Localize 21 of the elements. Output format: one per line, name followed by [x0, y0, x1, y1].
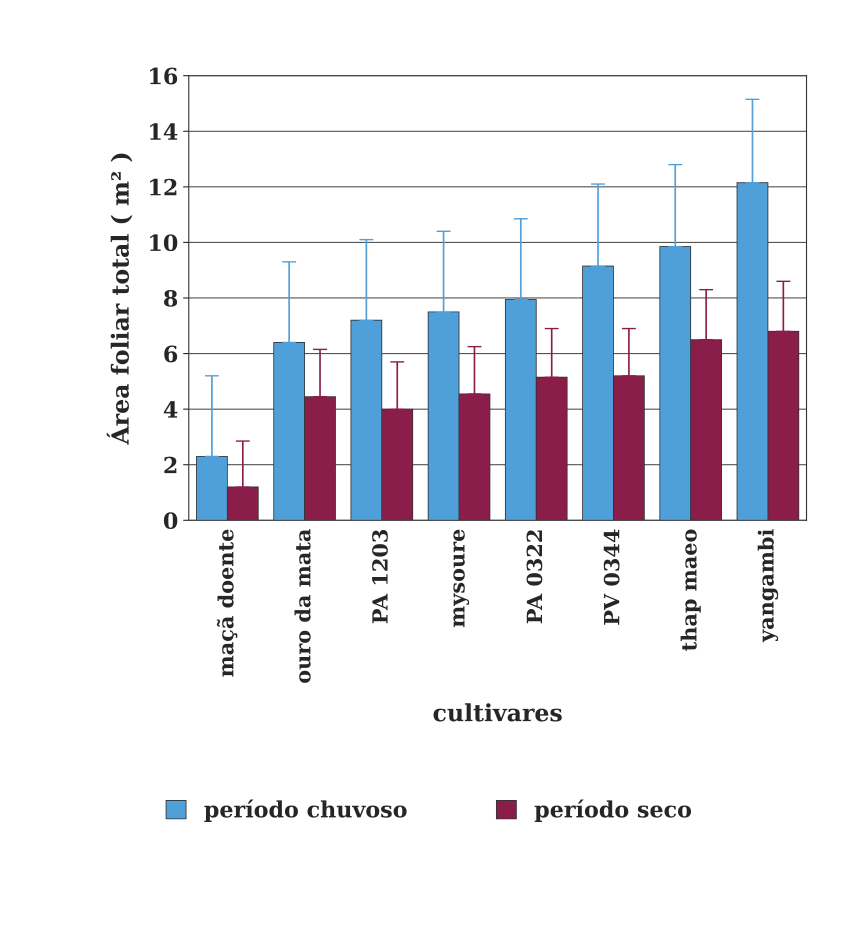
x-tick-label: PV 0344 — [604, 529, 620, 625]
y-tick-label: 14 — [150, 123, 178, 140]
y-tick-label: 12 — [150, 178, 176, 196]
y-tick-label: 0 — [164, 512, 178, 530]
x-tick-label: thap maeo — [680, 529, 701, 651]
y-tick-label: 6 — [164, 346, 178, 362]
legend-label: período chuvoso — [204, 800, 407, 822]
y-tick-label: 2 — [164, 456, 176, 474]
legend-label: período seco — [534, 800, 692, 822]
x-tick-label: PA 0322 — [526, 530, 542, 624]
y-axis-title: Área foliar total ( m² ) — [106, 154, 132, 445]
x-axis-title: cultivares — [434, 703, 562, 722]
x-tick-label: mysoure — [453, 530, 470, 628]
x-tick-label: ouro da mata — [294, 529, 311, 683]
y-tick-label: 4 — [164, 401, 178, 418]
x-tick-label: PA 1203 — [372, 530, 388, 624]
x-tick-label: yangambi — [758, 529, 778, 642]
x-tick-label: maçã doente — [216, 530, 238, 677]
y-tick-label: 8 — [164, 290, 178, 307]
y-tick-label: 10 — [150, 234, 178, 252]
y-tick-label: 16 — [150, 68, 178, 84]
